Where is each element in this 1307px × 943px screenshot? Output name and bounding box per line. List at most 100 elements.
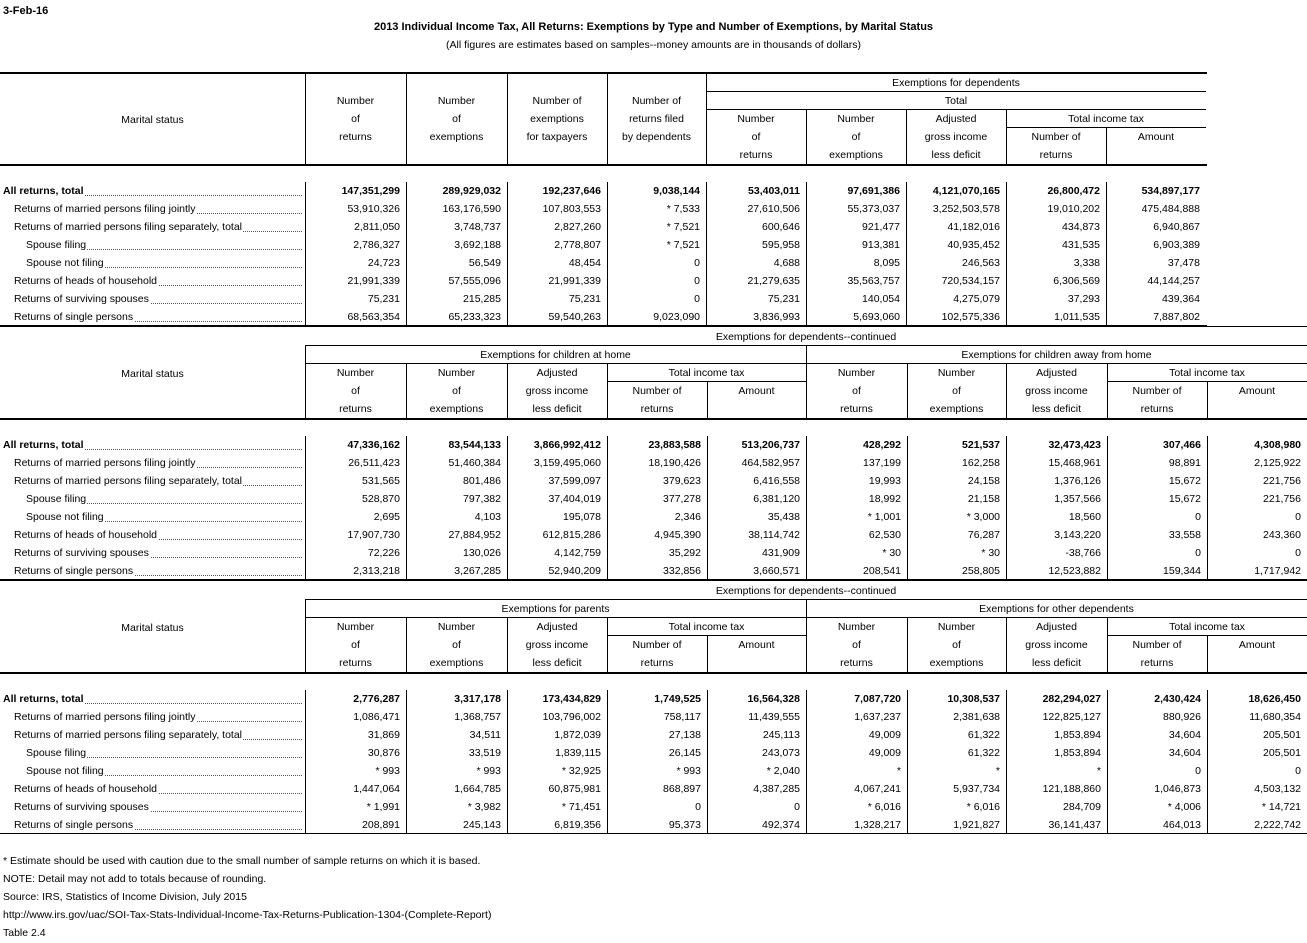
table-cell: 6,940,867 — [1153, 221, 1200, 233]
table-cell: 53,910,326 — [347, 203, 400, 215]
column-header-line: Number of — [632, 639, 682, 651]
column-header-line: returns — [640, 657, 674, 669]
table-cell: 9,023,090 — [653, 311, 700, 323]
table-cell: * — [1096, 765, 1101, 777]
column-header-line: of — [852, 385, 861, 397]
table-cell: 464,013 — [1163, 819, 1201, 831]
section-banner: Exemptions for dependents--continued — [715, 331, 897, 343]
rule-vertical — [1207, 636, 1208, 672]
column-header-line: gross income — [1025, 385, 1088, 397]
column-header-line: Amount — [1238, 385, 1276, 397]
rule-vertical — [1107, 436, 1108, 580]
table-cell: 162,258 — [962, 457, 1000, 469]
table-cell: 258,805 — [962, 565, 1000, 577]
rule-vertical — [1006, 182, 1007, 326]
row-label: Spouse not filing — [26, 508, 302, 526]
table-cell: 12,523,882 — [1048, 565, 1101, 577]
row-label-text: Returns of married persons filing separa… — [14, 475, 243, 487]
table-cell: 221,756 — [1263, 475, 1301, 487]
rule-header-bottom — [0, 418, 1307, 420]
table-cell: 3,692,188 — [454, 239, 501, 251]
table-cell: 243,360 — [1263, 529, 1301, 541]
table-cell: 531,565 — [362, 475, 400, 487]
table-cell: 19,010,202 — [1047, 203, 1100, 215]
table-cell: 97,691,386 — [847, 185, 900, 197]
column-header-line: Amount — [738, 639, 775, 651]
column-header-line: returns filed — [629, 113, 684, 125]
row-label-text: Spouse filing — [26, 239, 88, 251]
column-header-line: Number — [336, 95, 375, 107]
row-label-text: Returns of single persons — [14, 565, 135, 577]
rule-vertical — [507, 182, 508, 326]
table-cell: 38,114,742 — [748, 529, 800, 541]
column-header-line: Amount — [738, 385, 775, 397]
report-date: 3-Feb-16 — [3, 5, 49, 17]
table-cell: * 6,016 — [867, 801, 901, 813]
rule-vertical — [706, 182, 707, 326]
table-cell: 534,897,177 — [1141, 185, 1200, 197]
table-cell: * 7,521 — [666, 239, 700, 251]
column-header-line: returns — [840, 657, 873, 669]
column-header-line: gross income — [525, 385, 589, 397]
page-subtitle: (All figures are estimates based on samp… — [446, 39, 861, 51]
column-header-line: Number of — [1132, 385, 1182, 397]
table-cell: 521,537 — [962, 439, 1000, 451]
rule-vertical — [806, 599, 807, 672]
row-label: Returns of heads of household — [14, 780, 302, 798]
section-parents-other: Exemptions for dependents--continued Mari… — [0, 580, 1307, 834]
table-cell: 75,231 — [767, 293, 800, 305]
table-cell: * 3,982 — [467, 801, 501, 813]
table-cell: 33,519 — [468, 747, 501, 759]
table-cell: 11,439,555 — [748, 711, 800, 723]
column-header-line: Number of — [632, 385, 682, 397]
group-a: Exemptions for parents — [501, 603, 610, 615]
table-cell: 16,564,328 — [747, 693, 800, 705]
table-cell: 2,786,327 — [353, 239, 400, 251]
table-cell: 11,680,354 — [1249, 711, 1301, 723]
table-cell: 880,926 — [1163, 711, 1201, 723]
column-header-line: of — [952, 385, 961, 397]
table-cell: 23,883,588 — [648, 439, 701, 451]
table-cell: 243,073 — [762, 747, 800, 759]
table-cell: 18,560 — [1068, 511, 1101, 523]
table-cell: 246,563 — [962, 257, 1000, 269]
row-label-text: All returns, total — [3, 439, 85, 451]
column-header-line: exemptions — [929, 657, 984, 669]
column-header-line: Number of — [1031, 131, 1081, 143]
table-cell: 4,688 — [773, 257, 800, 269]
table-cell: 4,275,079 — [953, 293, 1000, 305]
table-cell: 208,541 — [863, 565, 901, 577]
table-cell: 15,468,961 — [1048, 457, 1101, 469]
rule — [607, 381, 806, 382]
table-cell: 59,540,263 — [548, 311, 601, 323]
rule-vertical — [607, 364, 608, 418]
table-cell: 2,381,638 — [953, 711, 1000, 723]
table-cell: 475,484,888 — [1141, 203, 1200, 215]
column-header-line: Number — [837, 621, 876, 633]
table-cell: 7,887,802 — [1153, 311, 1200, 323]
table-cell: 15,672 — [1168, 475, 1201, 487]
section-banner: Exemptions for dependents--continued — [715, 585, 897, 597]
row-label: Returns of married persons filing separa… — [14, 218, 302, 236]
table-cell: 130,026 — [463, 547, 501, 559]
table-cell: 31,869 — [367, 729, 400, 741]
rule-vertical — [907, 436, 908, 580]
table-cell: 332,856 — [663, 565, 701, 577]
table-cell: 21,991,339 — [548, 275, 601, 287]
rule-vertical — [707, 690, 708, 834]
table-cell: 221,756 — [1263, 493, 1301, 505]
table-cell: 600,646 — [762, 221, 800, 233]
rule-vertical — [707, 636, 708, 672]
table-cell: 137,199 — [863, 457, 901, 469]
rule-vertical — [706, 74, 707, 164]
table-cell: 3,660,571 — [753, 565, 800, 577]
table-cell: * 4,006 — [1167, 801, 1201, 813]
rule-vertical — [406, 690, 407, 834]
group-a-total-income-tax: Total income tax — [668, 621, 745, 633]
row-label: Returns of single persons — [14, 562, 302, 580]
marital-status-header: Marital status — [121, 114, 184, 126]
row-label-text: Returns of single persons — [14, 819, 135, 831]
rule — [706, 91, 1206, 92]
row-label: Returns of heads of household — [14, 526, 302, 544]
table-cell: 595,958 — [762, 239, 800, 251]
